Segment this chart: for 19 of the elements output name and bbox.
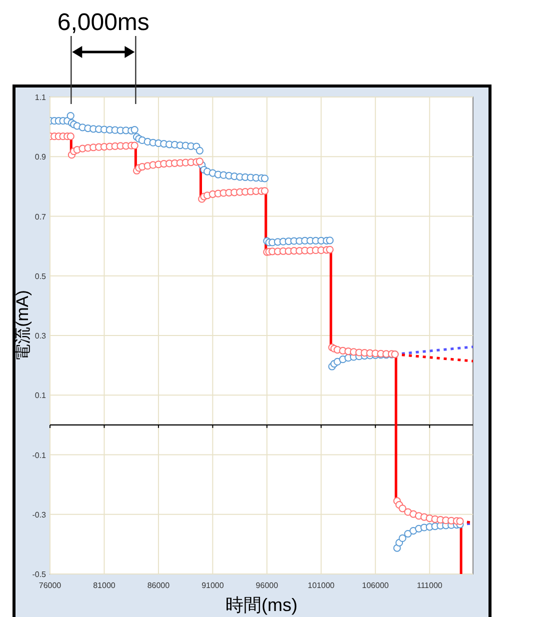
y-tick-label: -0.5 [32,570,47,579]
y-tick-label: 1.1 [34,93,47,102]
x-tick-label: 106000 [362,581,390,590]
x-tick-label: 91000 [202,581,224,590]
y-tick-label: -0.1 [32,450,47,460]
x-tick-label: 111000 [416,581,443,590]
x-axis-title: 時間(ms) [226,595,298,615]
y-tick-label: 0.5 [34,272,47,281]
x-tick-label: 81000 [93,581,116,590]
y-tick-label: -0.3 [32,510,47,520]
y-tick-label: 0.9 [34,152,47,162]
y-tick-label: 0.7 [34,212,47,222]
y-tick-label: 0.3 [34,332,47,340]
text: 6,000ms [57,9,150,36]
x-tick-label: 101000 [308,581,336,590]
x-tick-label: 86000 [147,581,170,590]
x-tick-label: 96000 [256,581,279,590]
x-tick-label: 76000 [38,581,62,590]
y-tick-label: 0.1 [34,391,47,400]
